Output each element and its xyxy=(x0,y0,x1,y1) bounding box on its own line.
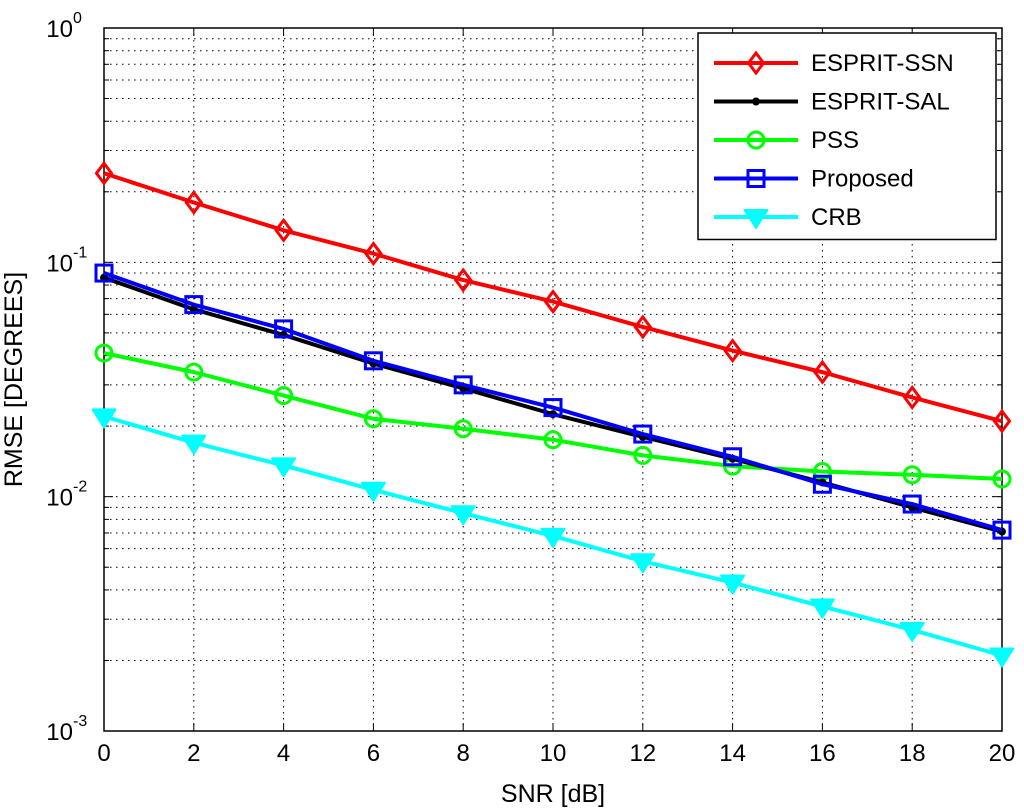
legend-label: CRB xyxy=(811,204,862,231)
marker-triangle-down xyxy=(540,527,566,548)
y-tick-base: 10 xyxy=(46,719,73,746)
legend-label: PSS xyxy=(811,127,859,154)
marker-circle xyxy=(633,445,653,465)
marker-square xyxy=(746,169,766,188)
y-tick-exponent: -3 xyxy=(73,713,87,730)
marker-triangle-down xyxy=(91,408,117,429)
marker-triangle-down xyxy=(450,505,476,526)
x-axis-title: SNR [dB] xyxy=(501,780,605,808)
marker-circle xyxy=(992,469,1012,489)
x-tick-label: 10 xyxy=(540,740,567,767)
marker-circle xyxy=(453,419,473,439)
marker-triangle-down xyxy=(181,434,207,455)
x-tick-label: 16 xyxy=(809,740,836,767)
marker-diamond xyxy=(453,267,473,293)
marker-circle xyxy=(94,343,114,363)
marker-square xyxy=(543,398,563,418)
x-tick-label: 4 xyxy=(277,740,290,767)
y-tick-label: 10 -1 xyxy=(46,244,87,277)
marker-triangle-down xyxy=(989,647,1015,668)
y-tick-exponent: -2 xyxy=(73,479,87,496)
x-tick-label: 12 xyxy=(629,740,656,767)
legend-label: ESPRIT-SSN xyxy=(811,50,954,77)
x-tick-label: 14 xyxy=(719,740,746,767)
y-tick-exponent: -1 xyxy=(73,244,87,261)
marker-diamond xyxy=(543,289,563,315)
x-tick-label: 8 xyxy=(457,740,470,767)
marker-square xyxy=(633,424,653,444)
marker-diamond xyxy=(94,160,114,186)
series-line xyxy=(103,271,1003,533)
marker-triangle-down xyxy=(630,553,656,574)
marker-circle xyxy=(274,386,294,406)
x-tick-label: 6 xyxy=(367,740,380,767)
y-axis-title: RMSE [DEGREES] xyxy=(0,272,28,487)
marker-diamond xyxy=(364,241,383,267)
marker-square xyxy=(274,319,294,339)
marker-diamond xyxy=(902,384,922,410)
marker-square xyxy=(94,263,114,283)
x-tick-label: 18 xyxy=(899,740,926,767)
marker-square xyxy=(453,375,473,395)
marker-diamond xyxy=(813,359,832,385)
x-tick-label: 20 xyxy=(989,740,1016,767)
marker-square xyxy=(363,351,383,371)
y-tick-base: 10 xyxy=(46,16,73,43)
y-tick-label: 10 0 xyxy=(46,10,82,43)
y-tick-label: 10 -3 xyxy=(46,713,87,746)
marker-circle xyxy=(184,362,204,382)
marker-circle xyxy=(902,465,922,485)
marker-diamond xyxy=(746,50,766,76)
series-layer xyxy=(91,160,1015,668)
marker-circle xyxy=(543,430,563,450)
marker-triangle-down xyxy=(360,481,386,502)
legend-item: ESPRIT-SAL xyxy=(714,89,950,116)
series-line xyxy=(103,171,1003,424)
y-tick-base: 10 xyxy=(46,250,73,277)
y-tick-label: 10 -2 xyxy=(46,479,87,512)
marker-triangle-down xyxy=(743,209,769,229)
marker-triangle-down xyxy=(271,457,297,478)
series-esprit-ssn xyxy=(94,160,1012,434)
series-crb xyxy=(91,408,1015,668)
marker-square xyxy=(902,494,922,514)
legend-item: CRB xyxy=(714,204,862,231)
x-tick-label: 0 xyxy=(97,740,110,767)
marker-dot xyxy=(752,97,760,106)
marker-square xyxy=(812,474,832,494)
marker-square xyxy=(723,447,743,467)
marker-circle xyxy=(363,409,383,429)
marker-diamond xyxy=(633,314,653,340)
marker-triangle-down xyxy=(720,574,746,595)
series-proposed xyxy=(94,263,1012,540)
marker-diamond xyxy=(992,408,1012,434)
legend-item: ESPRIT-SSN xyxy=(714,50,954,77)
marker-square xyxy=(992,520,1012,540)
series-pss xyxy=(94,343,1012,489)
x-tick-label: 2 xyxy=(187,740,200,767)
marker-square xyxy=(184,295,204,315)
marker-diamond xyxy=(274,217,293,243)
legend-item: Proposed xyxy=(714,166,914,193)
y-tick-base: 10 xyxy=(46,485,73,512)
marker-triangle-down xyxy=(809,598,835,619)
legend-label: Proposed xyxy=(811,166,914,193)
legend-label: ESPRIT-SAL xyxy=(811,89,950,116)
legend-item: PSS xyxy=(714,127,859,154)
marker-triangle-down xyxy=(899,621,925,642)
marker-diamond xyxy=(723,338,742,364)
legend: ESPRIT-SSN ESPRIT-SAL PSS Proposed CRB xyxy=(697,32,997,241)
y-tick-exponent: 0 xyxy=(73,10,82,27)
series-line xyxy=(103,351,1003,481)
marker-circle xyxy=(746,130,766,150)
marker-diamond xyxy=(184,190,204,216)
